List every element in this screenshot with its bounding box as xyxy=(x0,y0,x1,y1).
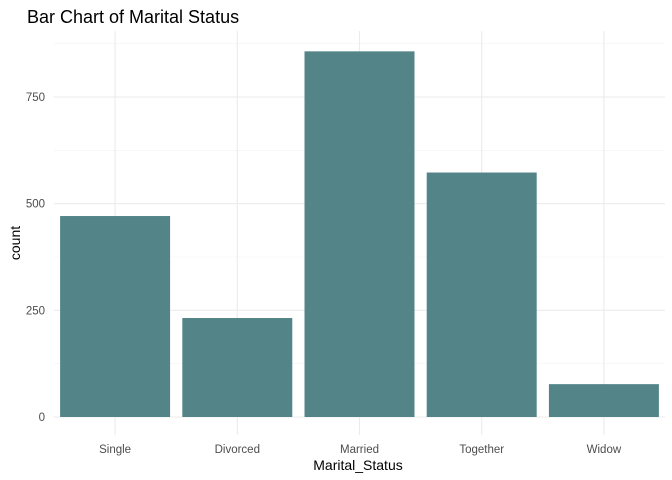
x-axis-ticks: Single Divorced Married Together Widow xyxy=(99,444,622,456)
x-tick-label: Together xyxy=(459,444,504,456)
x-tick-label: Married xyxy=(340,444,379,456)
bar-divorced xyxy=(182,318,293,417)
x-tick-label: Divorced xyxy=(215,444,260,456)
y-tick-label: 750 xyxy=(26,92,45,104)
y-axis-title: count xyxy=(7,226,23,260)
chart-title: Bar Chart of Marital Status xyxy=(27,7,239,27)
bar-widow xyxy=(548,384,659,417)
x-tick-label: Widow xyxy=(587,444,622,456)
bar-together xyxy=(426,172,537,417)
y-tick-label: 500 xyxy=(26,199,45,211)
bars xyxy=(60,51,659,417)
bar-married xyxy=(304,51,415,417)
y-tick-label: 0 xyxy=(39,412,45,424)
x-axis-title: Marital_Status xyxy=(313,457,402,473)
x-tick-label: Single xyxy=(99,444,131,456)
bar-single xyxy=(60,216,171,417)
y-axis-ticks: 0 250 500 750 xyxy=(26,92,45,424)
y-tick-label: 250 xyxy=(26,305,45,317)
